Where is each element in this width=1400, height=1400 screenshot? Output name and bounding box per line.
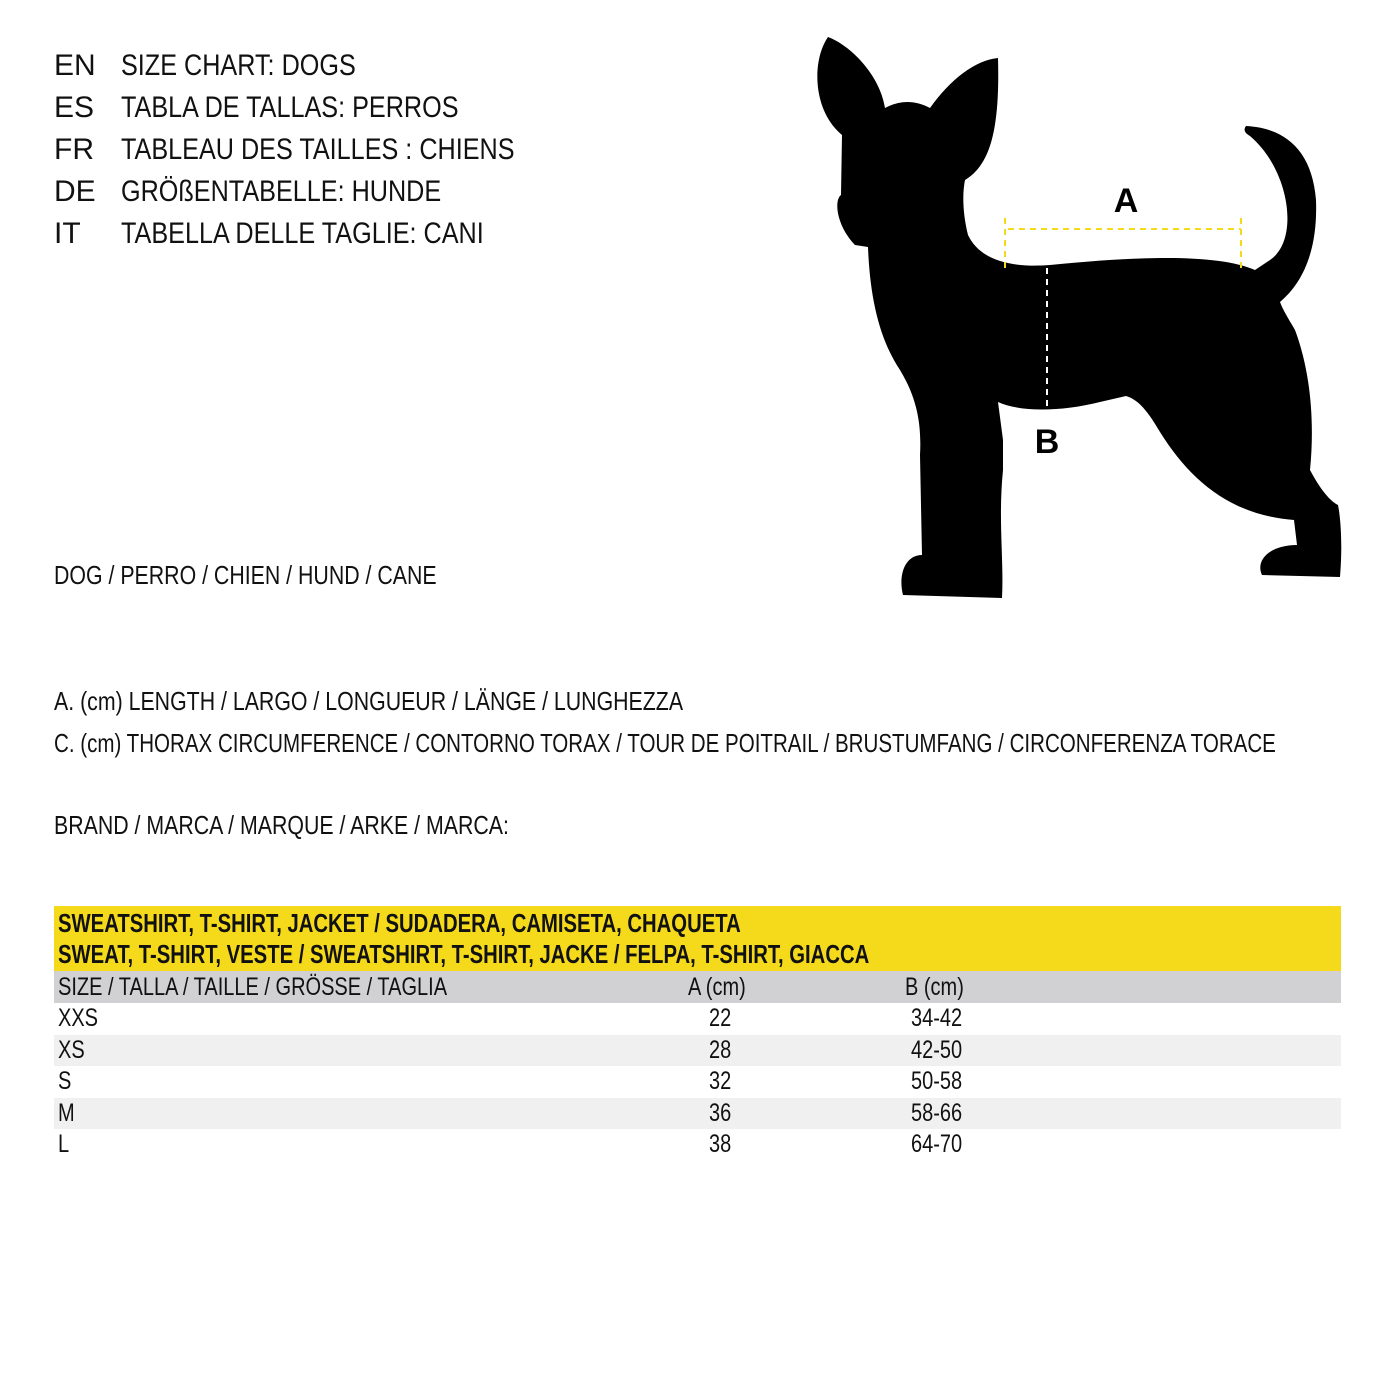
cell-b: 58-66 — [911, 1098, 963, 1127]
lang-code: IT — [54, 217, 81, 250]
measure-a-desc: A. (cm) LENGTH / LARGO / LONGUEUR / LÄNG… — [54, 685, 821, 717]
cell-a: 28 — [709, 1035, 732, 1064]
table-title-line2: SWEAT, T-SHIRT, VESTE / SWEATSHIRT, T-SH… — [58, 939, 870, 969]
lang-code: FR — [54, 133, 94, 166]
brand-label: BRAND / MARCA / MARQUE / ARKE / MARCA: — [54, 809, 609, 841]
title-text: SIZE CHART: DOGS — [121, 49, 356, 82]
cell-b: 64-70 — [911, 1130, 963, 1158]
title-text: TABLA DE TALLAS: PERROS — [121, 91, 459, 124]
dog-silhouette — [817, 37, 1342, 598]
cell-b: 34-42 — [911, 1004, 963, 1032]
title-text: TABLEAU DES TAILLES : CHIENS — [121, 133, 515, 166]
table-header-row: SIZE / TALLA / TAILLE / GRÖSSE / TAGLIA … — [54, 971, 1341, 1003]
table-row: S 32 50-58 — [54, 1066, 1341, 1098]
table-row: L 38 64-70 — [54, 1129, 1341, 1161]
brand-label-text: BRAND / MARCA / MARQUE / ARKE / MARCA: — [54, 810, 509, 840]
lang-code: ES — [54, 91, 95, 124]
table-row: M 36 58-66 — [54, 1097, 1341, 1129]
title-text: TABELLA DELLE TAGLIE: CANI — [121, 217, 484, 250]
header-a: A (cm) — [688, 973, 746, 1001]
cell-size: XS — [58, 1035, 85, 1064]
size-table: SWEATSHIRT, T-SHIRT, JACKET / SUDADERA, … — [54, 906, 1341, 1161]
lang-code: DE — [54, 175, 96, 208]
measure-a-line — [1004, 218, 1242, 270]
table-title: SWEATSHIRT, T-SHIRT, JACKET / SUDADERA, … — [54, 906, 1341, 971]
cell-b: 50-58 — [911, 1067, 963, 1095]
cell-size: M — [58, 1098, 75, 1127]
header-b: B (cm) — [905, 973, 964, 1001]
cell-b: 42-50 — [911, 1035, 963, 1064]
header-size: SIZE / TALLA / TAILLE / GRÖSSE / TAGLIA — [58, 973, 448, 1001]
measure-a-text: A. (cm) LENGTH / LARGO / LONGUEUR / LÄNG… — [54, 686, 684, 716]
animal-label: DOG / PERRO / CHIEN / HUND / CANE — [54, 559, 521, 591]
measure-c-desc: C. (cm) THORAX CIRCUMFERENCE / CONTORNO … — [54, 727, 1400, 759]
dog-diagram: A B — [817, 37, 1342, 598]
title-text: GRÖßENTABELLE: HUNDE — [121, 175, 442, 208]
animal-label-text: DOG / PERRO / CHIEN / HUND / CANE — [54, 560, 437, 590]
table-title-line1: SWEATSHIRT, T-SHIRT, JACKET / SUDADERA, … — [58, 908, 741, 938]
label-a: A — [1114, 182, 1139, 220]
cell-a: 36 — [709, 1098, 732, 1127]
cell-a: 38 — [709, 1130, 732, 1158]
cell-a: 32 — [709, 1067, 732, 1095]
measure-c-text: C. (cm) THORAX CIRCUMFERENCE / CONTORNO … — [54, 728, 1276, 758]
cell-size: L — [58, 1130, 70, 1158]
cell-a: 22 — [709, 1004, 732, 1032]
lang-code: EN — [54, 49, 96, 82]
cell-size: XXS — [58, 1004, 99, 1032]
table-row: XS 28 42-50 — [54, 1034, 1341, 1066]
table-row: XXS 22 34-42 — [54, 1003, 1341, 1035]
label-b: B — [1035, 423, 1060, 461]
cell-size: S — [58, 1067, 72, 1095]
